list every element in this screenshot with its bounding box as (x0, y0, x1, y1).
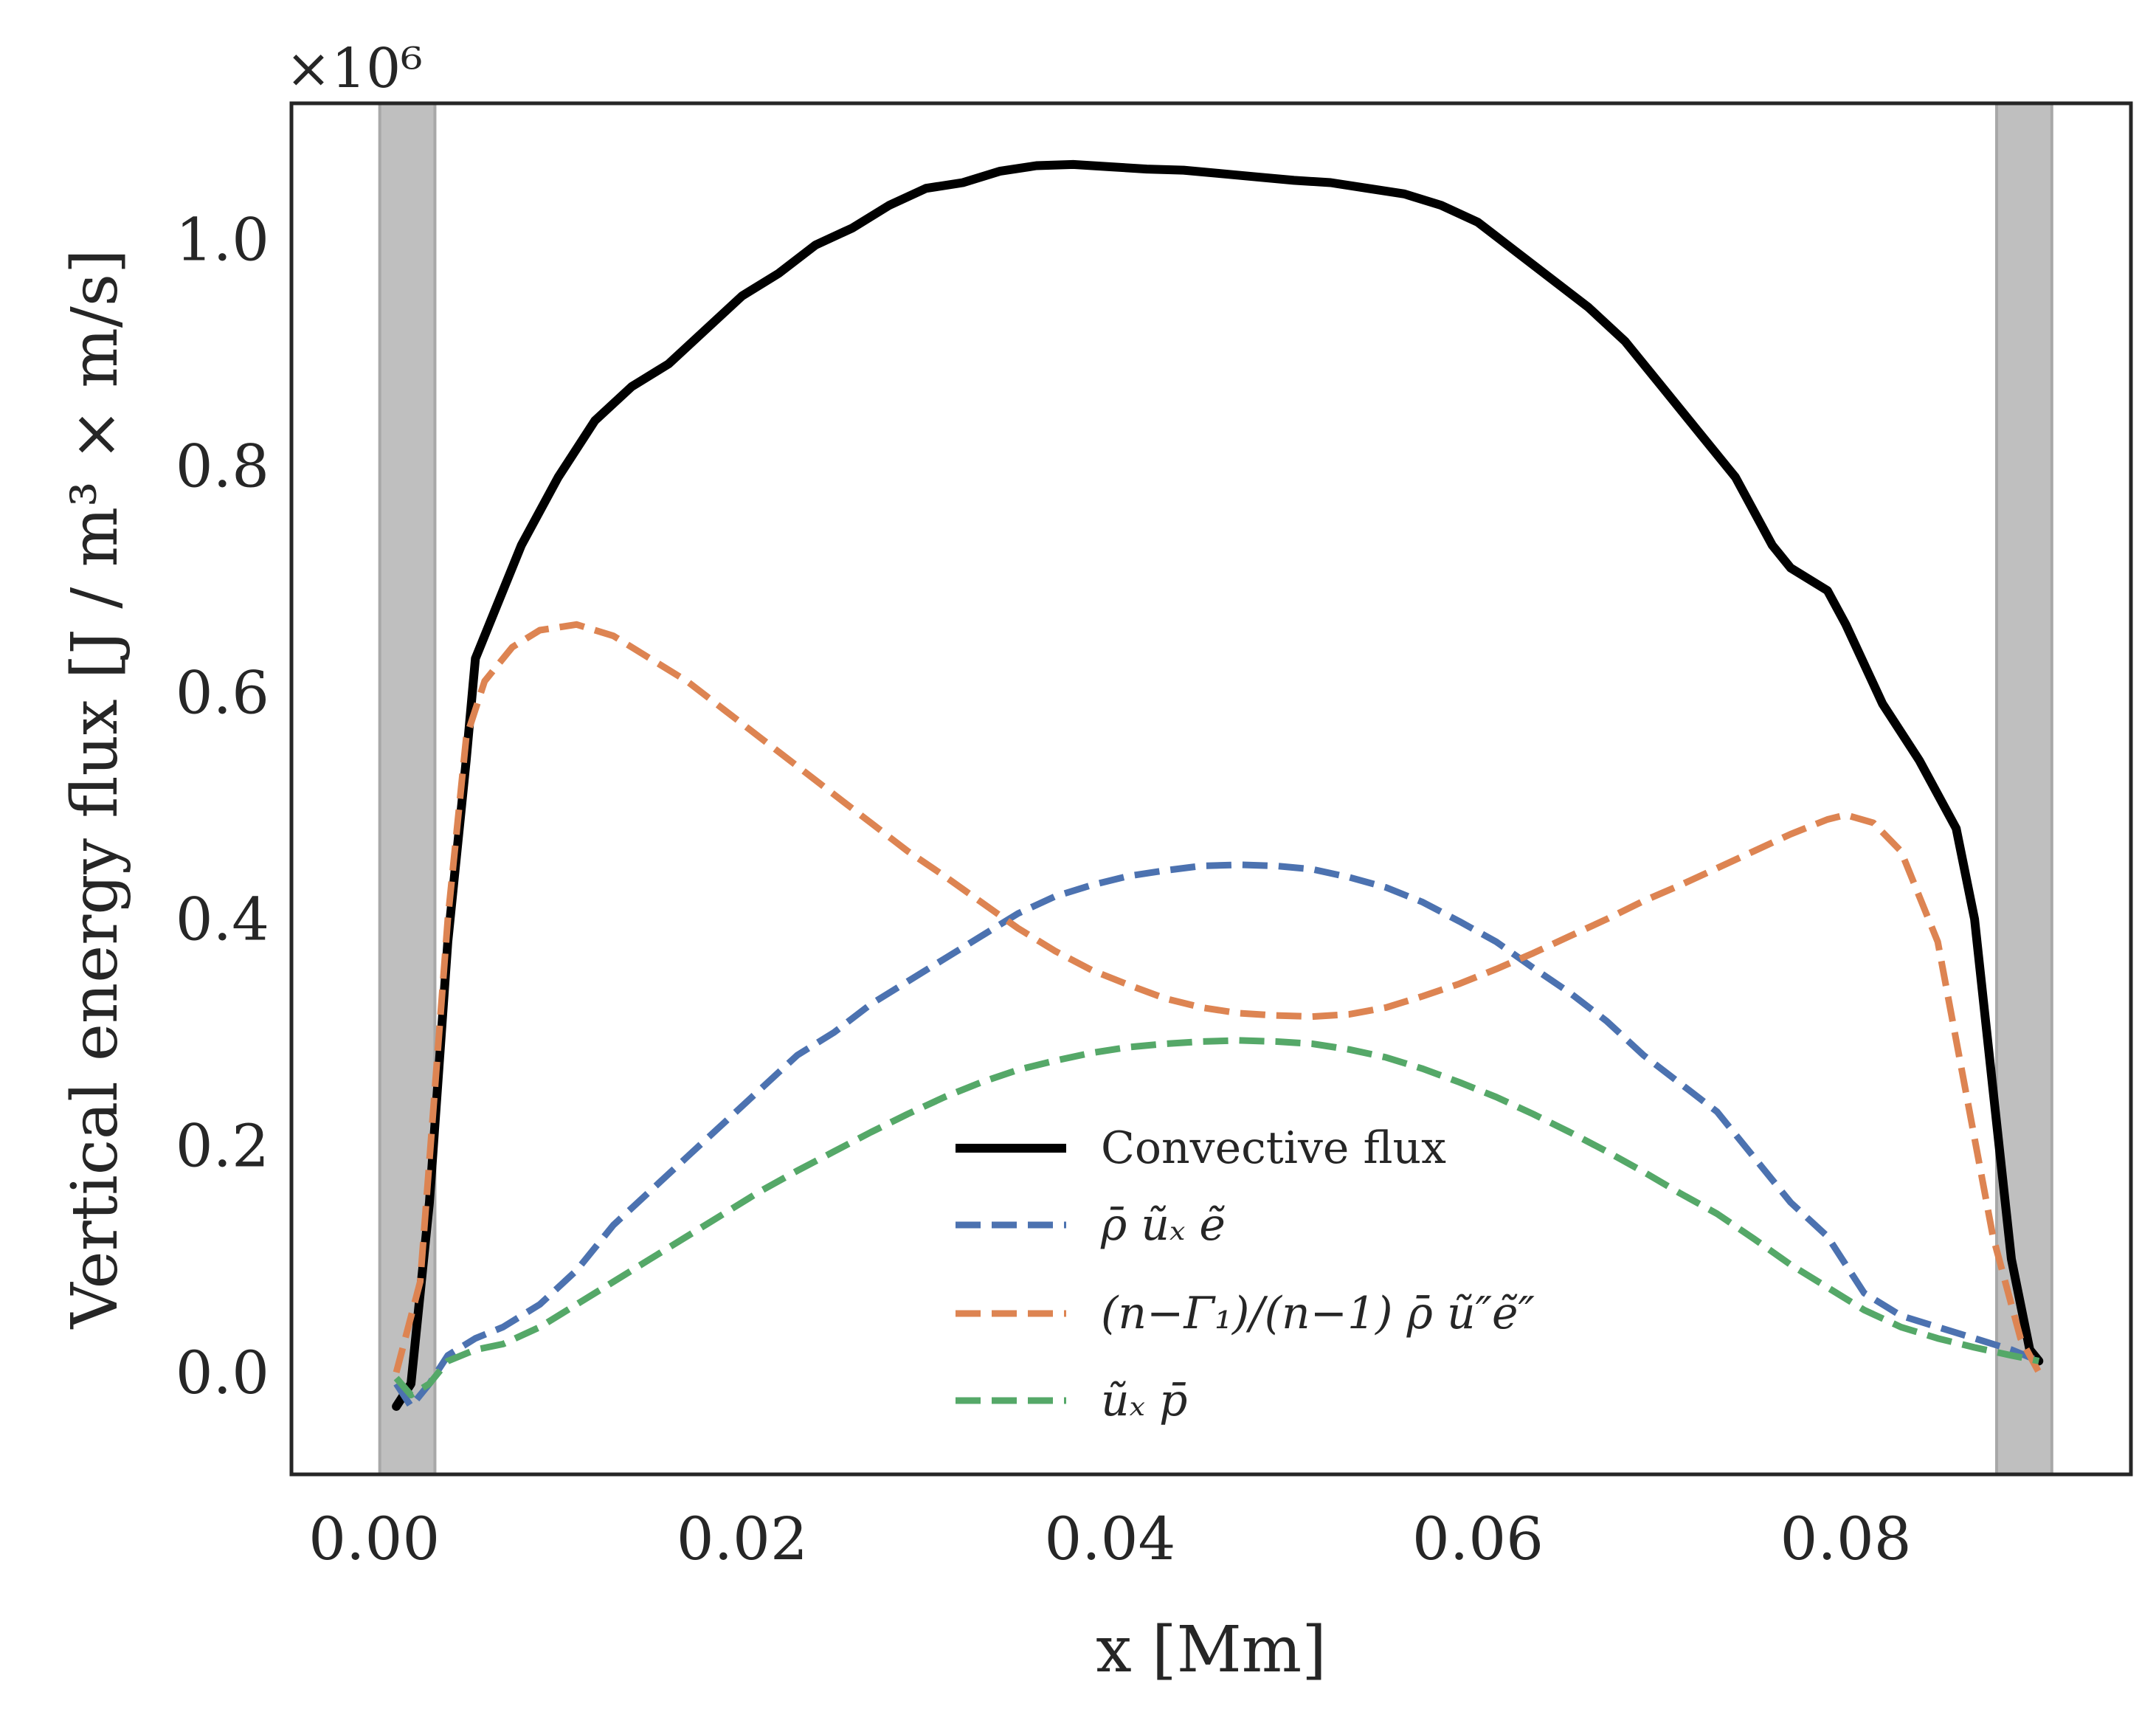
y-tick-label: 0.0 (176, 1339, 269, 1407)
legend: Convective flux ρ̄ ũₓ ẽ (n−Γ₁)/(n−1) ρ̄ ũ″… (956, 1122, 1535, 1426)
x-tick-label: 0.02 (677, 1505, 808, 1573)
series-line-2 (393, 861, 2041, 1410)
y-axis-ticks: 0.0 0.2 0.4 0.6 0.8 1.0 (176, 205, 269, 1407)
x-tick-label: 0.08 (1780, 1505, 1912, 1573)
x-tick-label: 0.06 (1412, 1505, 1544, 1573)
x-axis-ticks: 0.00 0.02 0.04 0.06 0.08 (308, 1505, 1912, 1573)
y-tick-label: 0.4 (176, 886, 269, 954)
series-line-1 (392, 159, 2044, 1411)
y-axis-multiplier: ×10⁶ (286, 37, 423, 100)
y-tick-label: 0.2 (176, 1112, 269, 1181)
plot-frame (289, 101, 2133, 1477)
legend-label-3: (n−Γ₁)/(n−1) ρ̄ ũ″ẽ″ (1101, 1288, 1535, 1339)
series-line-3 (393, 621, 2042, 1374)
series-group (392, 159, 2044, 1411)
y-tick-label: 0.6 (176, 658, 269, 727)
legend-label-4: ũₓ p̄ (1101, 1375, 1187, 1426)
x-tick-label: 0.00 (308, 1505, 440, 1573)
y-tick-label: 0.8 (176, 432, 269, 500)
series-line-4 (393, 1037, 2040, 1398)
legend-label-2: ρ̄ ũₓ ẽ (1100, 1199, 1226, 1251)
x-axis-label: x [Mm] (1096, 1613, 1327, 1687)
y-axis-label: Vertical energy flux [J / m³ × m/s] (58, 249, 132, 1329)
shaded-bands (378, 103, 2053, 1474)
x-tick-label: 0.04 (1044, 1505, 1175, 1573)
y-tick-label: 1.0 (176, 205, 269, 274)
legend-label-1: Convective flux (1101, 1122, 1446, 1174)
